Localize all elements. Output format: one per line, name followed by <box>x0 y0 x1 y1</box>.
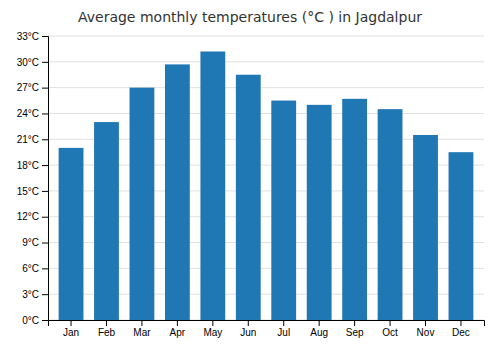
x-tick-label: Apr <box>170 327 186 338</box>
y-tick: 15°C <box>17 186 48 197</box>
y-axis-line <box>42 37 49 321</box>
x-tick: Jun <box>240 320 256 338</box>
grid <box>48 36 484 320</box>
x-tick-label: Dec <box>452 327 470 338</box>
y-tick-label: 15°C <box>17 186 39 197</box>
bar <box>59 148 84 320</box>
y-tick-label: 33°C <box>17 31 39 42</box>
x-tick-mark <box>283 320 284 326</box>
y-tick-mark <box>42 191 48 192</box>
y-tick: 24°C <box>17 108 48 119</box>
bar <box>307 105 332 320</box>
y-tick-mark <box>42 268 48 269</box>
y-tick-mark <box>42 217 48 218</box>
x-tick: Aug <box>310 320 328 338</box>
y-axis: 0°C 3°C 6°C 9°C 12°C 15°C 18°C 21°C 24°C 27°C 30°C… <box>17 31 49 326</box>
y-tick-label: 24°C <box>17 108 39 119</box>
x-tick: Apr <box>170 320 186 338</box>
y-tick: 3°C <box>22 289 48 300</box>
x-tick-mark <box>354 320 355 326</box>
bar <box>94 122 119 320</box>
y-tick: 9°C <box>22 237 48 248</box>
x-axis-line <box>49 321 485 327</box>
y-tick-label: 0°C <box>22 315 39 326</box>
x-tick: May <box>203 320 222 338</box>
y-tick-mark <box>42 36 48 37</box>
x-tick-mark <box>248 320 249 326</box>
y-tick-label: 30°C <box>17 57 39 68</box>
x-tick-mark <box>460 320 461 326</box>
x-tick-mark <box>390 320 391 326</box>
x-tick: Feb <box>98 320 116 338</box>
x-tick: Dec <box>452 320 470 338</box>
y-tick-label: 27°C <box>17 82 39 93</box>
y-tick: 21°C <box>17 134 48 145</box>
bar <box>271 101 296 320</box>
y-tick-label: 18°C <box>17 160 39 171</box>
x-tick: Oct <box>382 320 398 338</box>
x-tick-mark <box>71 320 72 326</box>
x-tick-label: Feb <box>98 327 116 338</box>
x-tick-mark <box>425 320 426 326</box>
grid-line <box>48 87 484 88</box>
y-tick: 27°C <box>17 82 48 93</box>
y-tick: 0°C <box>22 315 48 326</box>
bar <box>236 75 261 320</box>
bar <box>200 51 225 320</box>
x-tick-label: Jun <box>240 327 256 338</box>
x-tick-label: Jul <box>277 327 290 338</box>
y-tick-label: 6°C <box>22 263 39 274</box>
bar <box>165 64 190 320</box>
x-tick-label: Nov <box>417 327 435 338</box>
x-tick-label: Oct <box>382 327 398 338</box>
x-tick-label: Jan <box>63 327 79 338</box>
title: Average monthly temperatures (°C ) in Ja… <box>78 9 422 25</box>
grid-line <box>48 36 484 37</box>
x-tick-mark <box>141 320 142 326</box>
y-tick: 18°C <box>17 160 48 171</box>
y-tick-mark <box>42 113 48 114</box>
y-tick-mark <box>42 139 48 140</box>
y-tick-label: 21°C <box>17 134 39 145</box>
y-tick-mark <box>42 62 48 63</box>
x-tick-mark <box>106 320 107 326</box>
x-tick-mark <box>212 320 213 326</box>
x-tick-label: May <box>203 327 222 338</box>
y-tick-mark <box>42 243 48 244</box>
plot-area: 0°C 3°C 6°C 9°C 12°C 15°C 18°C 21°C 24°C 27°C 30°C… <box>17 31 485 338</box>
bar <box>378 109 403 320</box>
y-tick-label: 9°C <box>22 237 39 248</box>
x-tick-label: Sep <box>346 327 364 338</box>
bars <box>59 51 474 320</box>
x-tick: Mar <box>133 320 151 338</box>
y-tick-label: 3°C <box>22 289 39 300</box>
x-tick: Jul <box>277 320 290 338</box>
bar <box>413 135 438 320</box>
bar <box>342 99 367 320</box>
y-tick-label: 12°C <box>17 211 39 222</box>
grid-line <box>48 113 484 114</box>
chart: 0°C 3°C 6°C 9°C 12°C 15°C 18°C 21°C 24°C 27°C 30°C… <box>0 0 500 350</box>
x-tick: Jan <box>63 320 79 338</box>
y-tick-mark <box>42 88 48 89</box>
x-tick-mark <box>177 320 178 326</box>
bar <box>130 88 155 320</box>
x-tick-mark <box>319 320 320 326</box>
x-tick: Sep <box>346 320 364 338</box>
y-tick-mark <box>42 165 48 166</box>
x-axis: Jan Feb Mar Apr May Jun Jul Aug Sep Oct Nov Dec <box>49 320 485 338</box>
y-tick: 33°C <box>17 31 48 42</box>
y-tick: 30°C <box>17 57 48 68</box>
y-tick-mark <box>42 294 48 295</box>
y-tick-mark <box>42 320 48 321</box>
y-tick: 12°C <box>17 211 48 222</box>
y-tick: 6°C <box>22 263 48 274</box>
bar <box>449 152 474 320</box>
x-tick: Nov <box>417 320 435 338</box>
x-tick-label: Mar <box>133 327 151 338</box>
grid-line <box>48 61 484 62</box>
x-tick-label: Aug <box>310 327 328 338</box>
